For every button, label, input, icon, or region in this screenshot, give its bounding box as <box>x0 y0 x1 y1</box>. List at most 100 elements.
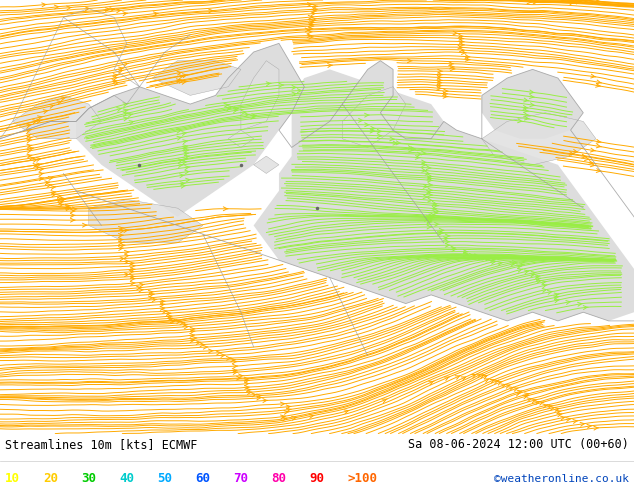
FancyArrowPatch shape <box>308 15 313 19</box>
FancyArrowPatch shape <box>542 284 547 288</box>
FancyArrowPatch shape <box>123 109 129 113</box>
FancyArrowPatch shape <box>232 360 237 364</box>
Text: 60: 60 <box>195 472 210 485</box>
FancyArrowPatch shape <box>417 152 422 156</box>
FancyArrowPatch shape <box>309 35 313 39</box>
FancyArrowPatch shape <box>501 384 506 388</box>
FancyArrowPatch shape <box>531 399 536 403</box>
FancyArrowPatch shape <box>26 124 32 128</box>
FancyArrowPatch shape <box>49 104 55 108</box>
FancyArrowPatch shape <box>70 209 75 213</box>
FancyArrowPatch shape <box>244 377 249 381</box>
FancyArrowPatch shape <box>482 256 488 260</box>
FancyArrowPatch shape <box>430 213 436 217</box>
FancyArrowPatch shape <box>588 161 593 164</box>
FancyArrowPatch shape <box>408 59 412 63</box>
FancyArrowPatch shape <box>39 172 44 176</box>
FancyArrowPatch shape <box>234 107 239 111</box>
FancyArrowPatch shape <box>434 209 439 213</box>
FancyArrowPatch shape <box>471 374 476 378</box>
FancyArrowPatch shape <box>123 112 128 116</box>
FancyArrowPatch shape <box>408 146 413 149</box>
Text: Streamlines 10m [kts] ECMWF: Streamlines 10m [kts] ECMWF <box>5 439 197 451</box>
FancyArrowPatch shape <box>123 12 127 16</box>
FancyArrowPatch shape <box>245 382 249 386</box>
FancyArrowPatch shape <box>244 379 249 383</box>
FancyArrowPatch shape <box>594 426 598 430</box>
FancyArrowPatch shape <box>85 7 90 11</box>
FancyArrowPatch shape <box>136 286 141 290</box>
FancyArrowPatch shape <box>344 410 349 414</box>
FancyArrowPatch shape <box>309 24 314 28</box>
FancyArrowPatch shape <box>534 401 540 405</box>
FancyArrowPatch shape <box>444 377 450 381</box>
FancyArrowPatch shape <box>393 141 398 145</box>
FancyArrowPatch shape <box>179 174 184 178</box>
Polygon shape <box>13 96 101 139</box>
FancyArrowPatch shape <box>424 218 429 221</box>
FancyArrowPatch shape <box>179 79 184 83</box>
FancyArrowPatch shape <box>179 321 184 325</box>
FancyArrowPatch shape <box>279 83 284 87</box>
FancyArrowPatch shape <box>42 3 47 7</box>
FancyArrowPatch shape <box>113 76 118 80</box>
FancyArrowPatch shape <box>438 73 443 76</box>
FancyArrowPatch shape <box>429 215 433 219</box>
FancyArrowPatch shape <box>444 237 448 241</box>
FancyArrowPatch shape <box>170 319 175 323</box>
FancyArrowPatch shape <box>119 233 124 237</box>
FancyArrowPatch shape <box>82 223 87 227</box>
FancyArrowPatch shape <box>390 137 394 141</box>
FancyArrowPatch shape <box>236 376 242 380</box>
FancyArrowPatch shape <box>224 103 229 107</box>
FancyArrowPatch shape <box>312 9 316 13</box>
FancyArrowPatch shape <box>286 405 291 409</box>
FancyArrowPatch shape <box>524 113 529 117</box>
FancyArrowPatch shape <box>437 78 443 82</box>
FancyArrowPatch shape <box>463 250 468 253</box>
FancyArrowPatch shape <box>292 85 297 89</box>
FancyArrowPatch shape <box>153 12 158 16</box>
FancyArrowPatch shape <box>70 214 75 217</box>
FancyArrowPatch shape <box>209 9 214 13</box>
FancyArrowPatch shape <box>35 166 40 170</box>
FancyArrowPatch shape <box>125 260 129 264</box>
FancyArrowPatch shape <box>252 393 257 397</box>
FancyArrowPatch shape <box>578 302 583 306</box>
FancyArrowPatch shape <box>535 275 540 279</box>
FancyArrowPatch shape <box>484 379 489 382</box>
FancyArrowPatch shape <box>120 229 125 233</box>
FancyArrowPatch shape <box>515 392 521 396</box>
FancyArrowPatch shape <box>595 0 600 3</box>
FancyArrowPatch shape <box>57 195 61 198</box>
FancyArrowPatch shape <box>110 8 115 12</box>
FancyArrowPatch shape <box>182 132 187 135</box>
FancyArrowPatch shape <box>434 222 439 226</box>
FancyArrowPatch shape <box>119 246 124 250</box>
FancyArrowPatch shape <box>460 48 464 52</box>
FancyArrowPatch shape <box>597 144 601 148</box>
FancyArrowPatch shape <box>266 82 271 86</box>
FancyArrowPatch shape <box>178 164 183 168</box>
FancyArrowPatch shape <box>29 147 34 150</box>
FancyArrowPatch shape <box>280 415 285 419</box>
FancyArrowPatch shape <box>596 140 601 143</box>
FancyArrowPatch shape <box>183 145 188 148</box>
FancyArrowPatch shape <box>426 190 431 194</box>
FancyArrowPatch shape <box>460 43 465 47</box>
FancyArrowPatch shape <box>476 374 481 378</box>
Text: 20: 20 <box>43 472 58 485</box>
FancyArrowPatch shape <box>523 395 528 399</box>
FancyArrowPatch shape <box>539 401 544 405</box>
FancyArrowPatch shape <box>432 201 437 205</box>
FancyArrowPatch shape <box>124 273 129 277</box>
FancyArrowPatch shape <box>472 255 477 259</box>
FancyArrowPatch shape <box>27 154 32 158</box>
FancyArrowPatch shape <box>117 9 121 13</box>
FancyArrowPatch shape <box>595 83 600 87</box>
FancyArrowPatch shape <box>33 158 38 162</box>
FancyArrowPatch shape <box>427 219 432 222</box>
FancyArrowPatch shape <box>166 312 171 316</box>
FancyArrowPatch shape <box>233 365 238 368</box>
FancyArrowPatch shape <box>371 126 375 130</box>
